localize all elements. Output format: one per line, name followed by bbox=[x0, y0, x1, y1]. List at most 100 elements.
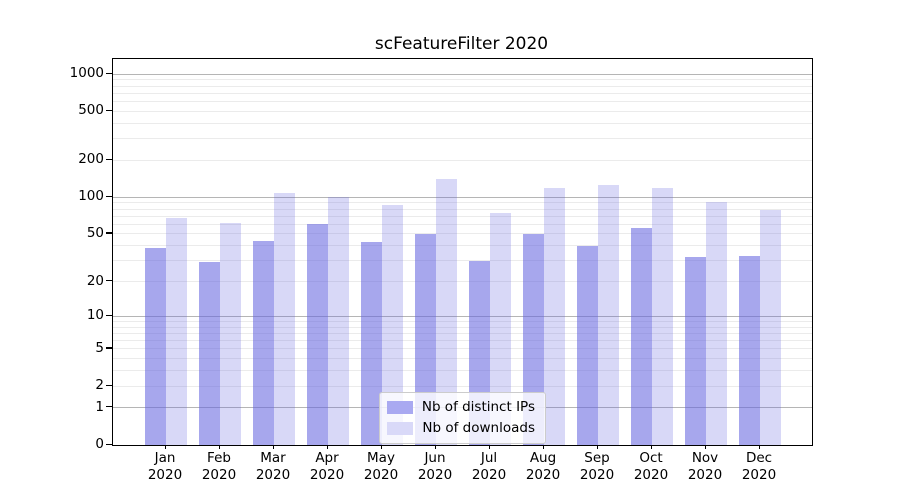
x-tick bbox=[164, 445, 166, 449]
gridline-major bbox=[113, 196, 812, 198]
y-tick bbox=[106, 232, 112, 234]
bar-downloads bbox=[436, 179, 457, 445]
gridline-minor bbox=[113, 101, 812, 103]
x-tick-month: Dec bbox=[745, 450, 773, 466]
x-tick-year: 2020 bbox=[633, 467, 669, 483]
x-tick-year: 2020 bbox=[741, 467, 777, 483]
x-tick bbox=[758, 445, 760, 449]
x-tick-month: Apr bbox=[315, 450, 339, 466]
x-tick-month: Sep bbox=[584, 450, 610, 466]
gridline-minor bbox=[113, 79, 812, 81]
gridline-minor bbox=[113, 332, 812, 334]
x-tick-month: Aug bbox=[529, 450, 557, 466]
x-tick-label: Nov 2020 bbox=[673, 450, 737, 484]
x-tick-year: 2020 bbox=[579, 467, 615, 483]
y-tick-label: 5 bbox=[95, 339, 104, 356]
y-tick bbox=[106, 443, 112, 445]
x-tick bbox=[650, 445, 652, 449]
x-tick-year: 2020 bbox=[363, 467, 399, 483]
x-tick-month: Oct bbox=[639, 450, 663, 466]
x-tick-year: 2020 bbox=[255, 467, 291, 483]
x-tick bbox=[488, 445, 490, 449]
chart-title: scFeatureFilter 2020 bbox=[374, 34, 549, 54]
y-tick bbox=[106, 109, 112, 111]
x-tick-label: Jan 2020 bbox=[133, 450, 197, 484]
x-tick-year: 2020 bbox=[525, 467, 561, 483]
gridline-minor bbox=[113, 159, 812, 161]
x-tick bbox=[542, 445, 544, 449]
bar-downloads bbox=[760, 210, 781, 445]
gridline-minor bbox=[113, 110, 812, 112]
gridline-minor bbox=[113, 245, 812, 247]
bar-distinct-ips bbox=[199, 262, 220, 445]
bar-distinct-ips bbox=[685, 257, 706, 445]
bar-downloads bbox=[274, 193, 295, 445]
bar-distinct-ips bbox=[739, 255, 760, 445]
bar-distinct-ips bbox=[577, 245, 598, 445]
x-tick-label: May 2020 bbox=[349, 450, 413, 484]
y-tick-label: 200 bbox=[78, 151, 104, 168]
y-tick-label: 500 bbox=[78, 102, 104, 119]
x-tick-month: Feb bbox=[207, 450, 231, 466]
x-tick-label: Dec 2020 bbox=[727, 450, 791, 484]
x-tick-month: Jul bbox=[480, 450, 498, 466]
y-tick-label: 1000 bbox=[69, 65, 104, 82]
x-tick-label: Aug 2020 bbox=[511, 450, 575, 484]
gridline-minor bbox=[113, 348, 812, 350]
y-tick-label: 1 bbox=[95, 398, 104, 415]
x-tick-label: Sep 2020 bbox=[565, 450, 629, 484]
gridline-minor bbox=[113, 281, 812, 283]
y-tick bbox=[106, 158, 112, 160]
x-tick-label: Apr 2020 bbox=[295, 450, 359, 484]
legend-label-downloads: Nb of downloads bbox=[422, 420, 535, 436]
y-tick-label: 2 bbox=[95, 377, 104, 394]
bar-downloads bbox=[544, 187, 565, 445]
x-tick-label: Jun 2020 bbox=[403, 450, 467, 484]
x-tick bbox=[218, 445, 220, 449]
gridline-minor bbox=[113, 233, 812, 235]
legend-swatch-downloads-icon bbox=[387, 421, 414, 435]
bar-downloads bbox=[490, 213, 511, 445]
bar-downloads bbox=[382, 204, 403, 445]
x-tick-month: May bbox=[367, 450, 395, 466]
gridline-minor bbox=[113, 326, 812, 328]
bar-downloads bbox=[328, 196, 349, 445]
bar-distinct-ips bbox=[307, 224, 328, 445]
bar-downloads bbox=[706, 202, 727, 445]
gridline-minor bbox=[113, 85, 812, 87]
y-tick-label: 0 bbox=[95, 436, 104, 452]
gridline-minor bbox=[113, 260, 812, 262]
x-tick bbox=[380, 445, 382, 449]
x-tick bbox=[272, 445, 274, 449]
legend-label-distinct-ips: Nb of distinct IPs bbox=[421, 399, 535, 415]
x-tick bbox=[326, 445, 328, 449]
bar-distinct-ips bbox=[253, 240, 274, 445]
y-tick bbox=[106, 280, 112, 282]
bar-distinct-ips bbox=[361, 241, 382, 445]
bar-downloads bbox=[652, 187, 673, 445]
x-tick-month: Jun bbox=[424, 450, 446, 466]
y-tick bbox=[106, 384, 112, 386]
gridline-minor bbox=[113, 223, 812, 225]
x-tick-month: Jan bbox=[154, 450, 176, 466]
x-tick-year: 2020 bbox=[309, 467, 345, 483]
gridline-minor bbox=[113, 385, 812, 387]
gridline-major bbox=[113, 73, 812, 75]
x-tick-year: 2020 bbox=[201, 467, 237, 483]
bar-distinct-ips bbox=[145, 248, 166, 445]
gridline-minor bbox=[113, 122, 812, 124]
y-tick-label: 100 bbox=[78, 188, 104, 205]
y-tick bbox=[106, 347, 112, 349]
bar-downloads bbox=[220, 223, 241, 445]
bar-downloads bbox=[598, 184, 619, 445]
y-tick bbox=[106, 195, 112, 197]
gridline-minor bbox=[113, 320, 812, 322]
x-tick-month: Mar bbox=[260, 450, 286, 466]
bar-downloads bbox=[166, 217, 187, 445]
x-tick-year: 2020 bbox=[147, 467, 183, 483]
gridline-major bbox=[113, 315, 812, 317]
gridline-minor bbox=[113, 202, 812, 204]
x-tick-label: Oct 2020 bbox=[619, 450, 683, 484]
gridline-minor bbox=[113, 340, 812, 342]
